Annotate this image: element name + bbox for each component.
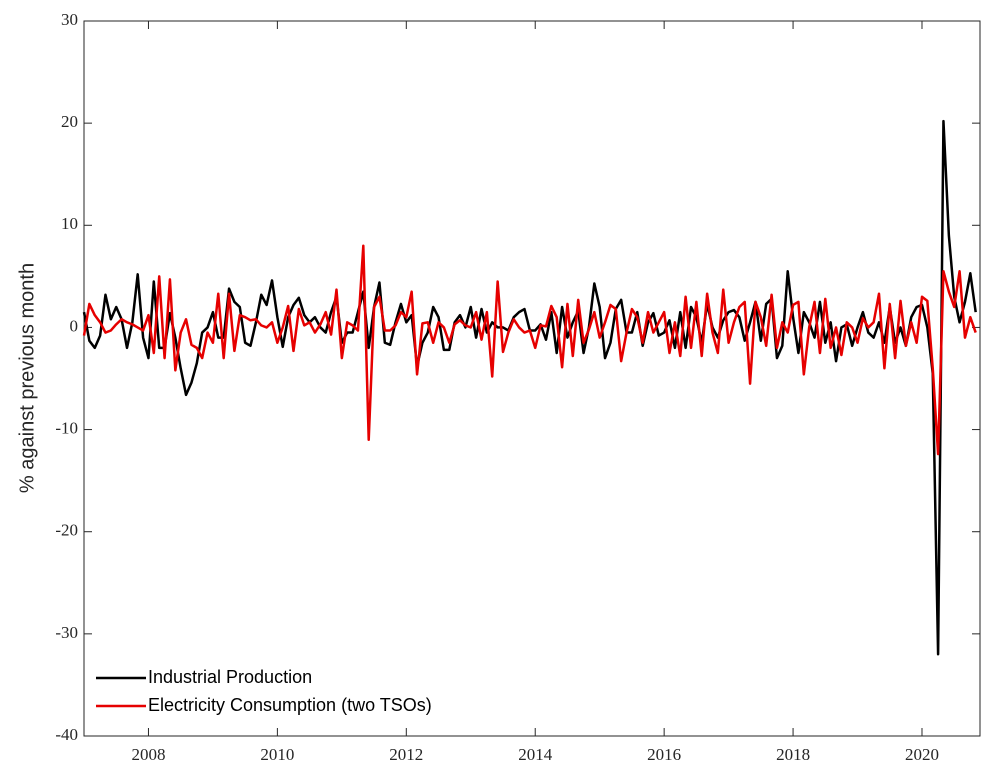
axes-box xyxy=(83,20,981,737)
x-tick-label: 2016 xyxy=(647,745,681,764)
legend-label: Industrial Production xyxy=(148,667,312,687)
legend-label: Electricity Consumption (two TSOs) xyxy=(148,695,432,715)
x-tick-label: 2014 xyxy=(518,745,553,764)
y-tick-label: -30 xyxy=(55,623,78,642)
y-tick-label: -10 xyxy=(55,418,78,437)
y-tick-label: 10 xyxy=(61,214,78,233)
y-tick-label: 0 xyxy=(70,316,79,335)
y-tick-label: -40 xyxy=(55,725,78,744)
series-line xyxy=(82,119,977,656)
x-tick-label: 2018 xyxy=(776,745,810,764)
y-tick-label: 20 xyxy=(61,112,78,131)
series-line xyxy=(82,244,977,456)
y-tick-label: 30 xyxy=(61,10,78,29)
x-tick-label: 2020 xyxy=(905,745,939,764)
y-tick-label: -20 xyxy=(55,521,78,540)
x-tick-label: 2010 xyxy=(260,745,294,764)
x-tick-label: 2008 xyxy=(131,745,165,764)
y-axis-label: % against previous month xyxy=(16,263,38,493)
x-tick-label: 2012 xyxy=(389,745,423,764)
